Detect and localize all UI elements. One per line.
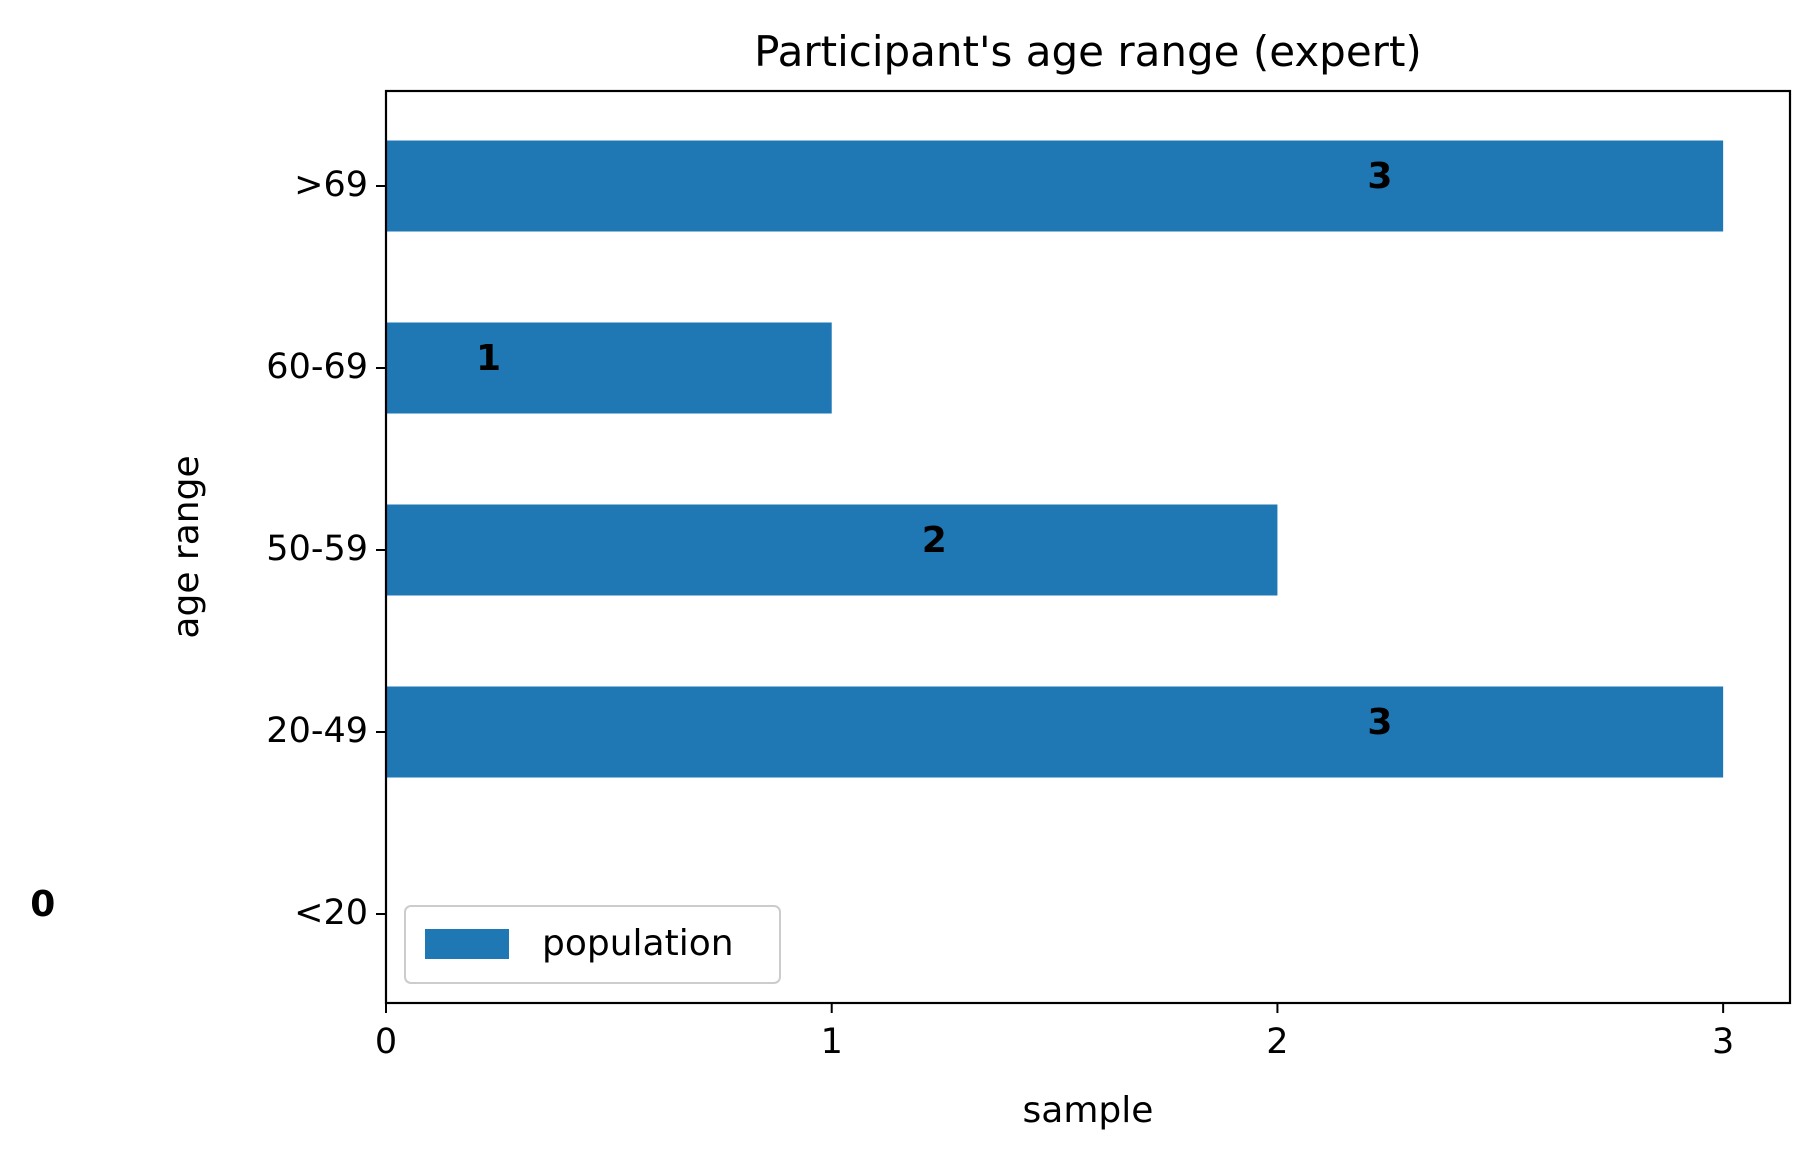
bar->69	[386, 140, 1724, 232]
data-label->69: 3	[1367, 156, 1392, 197]
data-label-<20: 0	[30, 884, 55, 925]
y-tick-label-20-49: 20-49	[266, 711, 368, 751]
legend-swatch-population	[425, 929, 509, 959]
x-tick-label-1: 1	[821, 1022, 843, 1062]
bar-60-69	[386, 322, 832, 414]
data-labels-layer: 0 3 2 1 3	[30, 156, 1392, 925]
x-tick-label-0: 0	[375, 1022, 397, 1062]
y-tick-label-<20: <20	[294, 893, 368, 933]
y-tick-label->69: >69	[294, 165, 368, 205]
bar-50-59	[386, 504, 1278, 596]
y-axis-label: age range	[166, 455, 207, 638]
x-tick-label-2: 2	[1266, 1022, 1288, 1062]
data-label-60-69: 1	[476, 338, 501, 379]
chart-title: Participant's age range (expert)	[754, 27, 1422, 76]
data-label-50-59: 2	[922, 520, 947, 561]
ticks-layer: <20 20-49 50-59 60-69 >69 0 1 2 3	[266, 165, 1734, 1062]
x-tick-label-3: 3	[1712, 1022, 1734, 1062]
y-tick-label-50-59: 50-59	[266, 529, 368, 569]
bar-20-49	[386, 686, 1724, 778]
data-label-20-49: 3	[1367, 702, 1392, 743]
plot-frame	[384, 89, 1792, 1005]
legend-label-population: population	[542, 923, 734, 964]
bars-layer	[386, 140, 1724, 778]
y-tick-label-60-69: 60-69	[266, 347, 368, 387]
x-axis-label: sample	[1023, 1090, 1154, 1131]
legend-box	[404, 905, 781, 984]
legend: population	[404, 905, 781, 984]
